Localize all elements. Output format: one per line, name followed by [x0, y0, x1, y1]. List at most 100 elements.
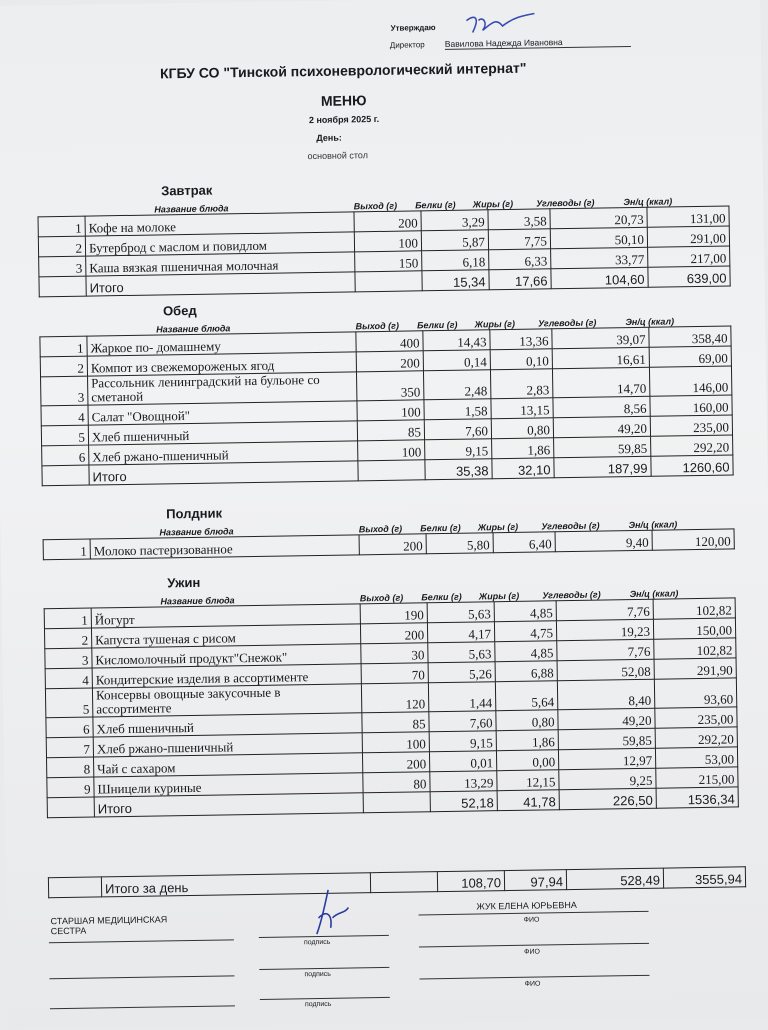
cell-f: 0,80	[495, 709, 559, 731]
cell-f: 1,86	[491, 437, 554, 459]
signatures: СТАРШАЯ МЕДИЦИНСКАЯ СЕСТРА подпись ЖУК Е…	[48, 889, 688, 1010]
role-label: СТАРШАЯ МЕДИЦИНСКАЯ СЕСТРА	[50, 914, 168, 937]
cell-e: 102,82	[653, 637, 737, 660]
row-number-empty	[47, 797, 95, 818]
column-header: Жиры (г)	[477, 521, 519, 533]
fio-line-3	[419, 974, 650, 980]
total-e: 1260,60	[650, 454, 734, 477]
cell-out: 190	[360, 602, 428, 624]
column-header: Жиры (г)	[472, 198, 514, 210]
cell-f: 3,58	[487, 208, 551, 230]
cell-e: 291,90	[654, 657, 737, 680]
cell-out: 200	[353, 210, 422, 232]
cell-b: 0,01	[429, 750, 497, 772]
cell-out: 200	[360, 622, 428, 644]
director-label: Директор	[389, 40, 425, 50]
day-total-fat: 97,94	[504, 869, 567, 891]
column-header: Углеводы (г)	[541, 520, 600, 532]
cell-b: 5,26	[428, 661, 496, 683]
cell-e: 120,00	[652, 528, 735, 551]
meal-table: 1 Кофе на молоке 200 3,29 3,58 20,73 131,00 2 Бу…	[38, 205, 731, 297]
row-number: 5	[41, 425, 89, 446]
total-f: 17,66	[488, 268, 552, 290]
column-header: Эн/ц (ккал)	[623, 196, 673, 208]
row-number-empty	[48, 876, 102, 898]
row-number: 6	[41, 445, 89, 466]
row-number-empty	[41, 465, 90, 486]
meal-section: Обед Название блюда Выход (г) Белки (г) Жиры…	[39, 295, 734, 486]
cell-f: 2,83	[490, 368, 553, 399]
cell-b: 5,63	[427, 601, 495, 623]
day-total: Итого за день 108,70 97,94 528,49 3555,9…	[48, 866, 746, 898]
dish-name: Молоко пастеризованное	[90, 534, 360, 560]
role-line	[48, 939, 234, 944]
cell-c: 59,85	[553, 436, 651, 458]
cell-b: 13,29	[429, 770, 498, 792]
cell-c: 49,20	[553, 416, 651, 438]
fio-line-1	[418, 910, 649, 916]
total-e: 639,00	[647, 265, 731, 288]
cell-c: 52,08	[557, 659, 655, 681]
fio-label-3: ФИО	[524, 980, 541, 988]
cell-c: 39,07	[551, 327, 650, 349]
meal-table: 1 Жаркое по- домашнему 400 14,43 13,36 39,07 3…	[39, 325, 734, 486]
row-number: 6	[45, 717, 94, 738]
cell-c: 33,77	[550, 247, 648, 269]
cell-out: 200	[356, 350, 424, 372]
sign-label-3: подпись	[304, 1000, 332, 1009]
column-header: Жиры (г)	[474, 318, 515, 330]
cell-e: 235,00	[654, 706, 738, 729]
cell-c: 49,20	[557, 708, 656, 730]
sign-line-2	[259, 966, 390, 970]
row-number: 5	[45, 688, 93, 718]
cell-out: 100	[356, 399, 425, 421]
cell-b: 9,15	[424, 438, 492, 460]
cell-b: 5,80	[426, 532, 494, 554]
role-line-3	[49, 1005, 235, 1010]
cell-e: 291,00	[647, 225, 730, 248]
cell-e: 358,40	[648, 325, 732, 348]
column-header: Углеводы (г)	[538, 317, 597, 329]
total-label: Итого	[88, 460, 359, 486]
cell-out: 80	[362, 771, 431, 793]
meal-section: Завтрак Название блюда Выход (г) Белки (г) Ж…	[37, 175, 731, 297]
cell-out: 350	[356, 370, 424, 401]
cell-f: 12,15	[496, 769, 560, 791]
cell-c: 7,76	[556, 639, 655, 661]
total-b: 35,38	[424, 458, 493, 480]
cell-f: 4,85	[494, 640, 558, 662]
cell-b: 1,58	[423, 398, 492, 420]
sign-label-1: подпись	[303, 938, 331, 947]
day-total-energy: 3555,94	[663, 866, 746, 889]
cell-e: 150,00	[653, 617, 736, 640]
row-number: 3	[40, 376, 88, 406]
total-label: Итого	[85, 271, 356, 297]
cell-out: 70	[361, 662, 429, 684]
cell-e: 69,00	[649, 345, 732, 368]
cell-b: 1,44	[428, 681, 496, 712]
cell-f: 5,64	[495, 680, 558, 711]
cell-f: 0,10	[490, 348, 553, 370]
row-number-empty	[38, 276, 87, 297]
cell-e: 217,00	[647, 245, 730, 268]
cell-b: 14,43	[422, 329, 491, 351]
cell-e: 160,00	[649, 394, 733, 417]
cell-c: 19,23	[556, 619, 654, 641]
total-output-empty	[363, 791, 431, 813]
column-header: Белки (г)	[421, 591, 462, 603]
cell-e: 93,60	[654, 677, 737, 709]
row-number: 1	[38, 216, 86, 237]
cell-e: 215,00	[655, 766, 739, 789]
total-c: 104,60	[550, 267, 649, 289]
day-total-output-empty	[370, 871, 438, 893]
cell-f: 13,15	[490, 397, 554, 419]
cell-b: 4,17	[427, 621, 495, 643]
cell-out: 150	[354, 250, 422, 272]
cell-out: 200	[362, 751, 430, 773]
total-e: 1536,34	[656, 786, 739, 809]
cell-e: 292,20	[655, 726, 738, 749]
column-header: Эн/ц (ккал)	[629, 588, 679, 600]
cell-c: 8,56	[552, 396, 651, 418]
meal-table: 1 Йогурт 190 5,63 4,85 7,76 102,82 2 Капуста туш…	[44, 597, 739, 818]
cell-out: 85	[357, 419, 425, 441]
